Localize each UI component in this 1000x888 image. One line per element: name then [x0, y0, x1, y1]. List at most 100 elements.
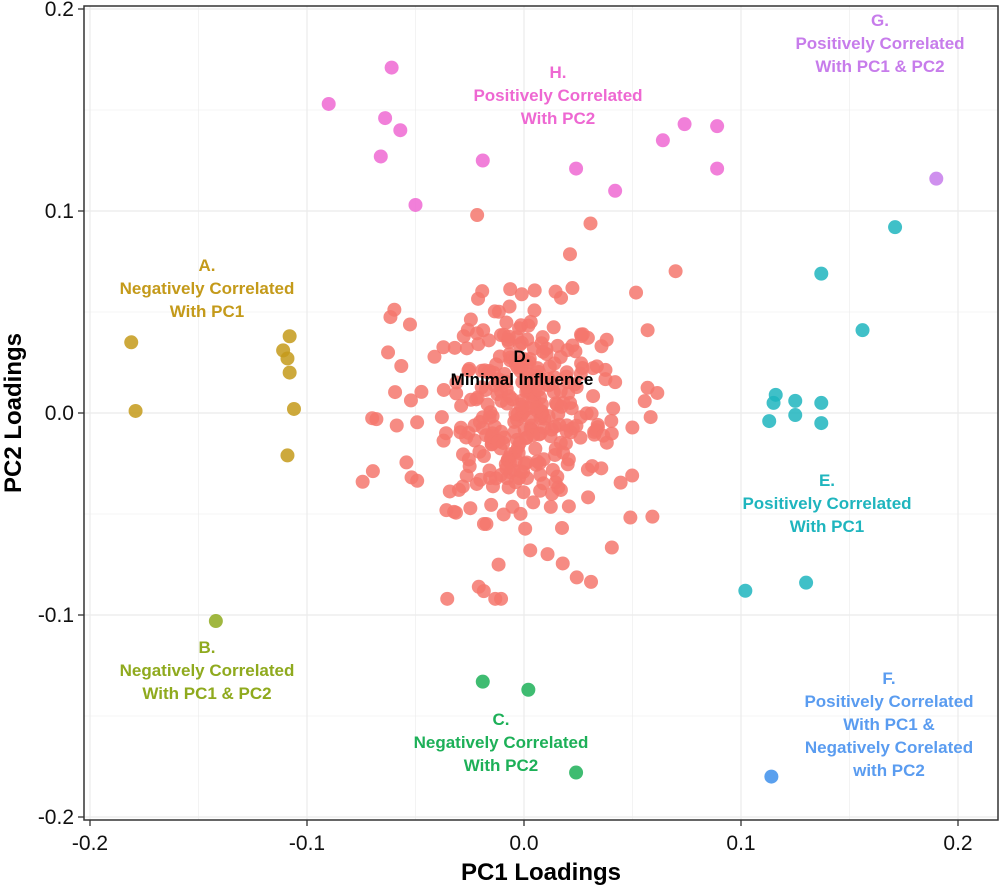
- data-point: [604, 413, 619, 428]
- y-tick-label: 0.0: [45, 402, 74, 425]
- data-point: [491, 304, 506, 319]
- data-point: [527, 303, 542, 318]
- data-point: [585, 459, 600, 474]
- data-point: [208, 614, 223, 629]
- annotation-label: F. Positively Correlated With PC1 & Negativ…: [804, 669, 973, 780]
- data-point: [393, 123, 408, 138]
- data-point: [569, 161, 584, 176]
- data-point: [280, 448, 295, 463]
- data-point: [476, 323, 491, 338]
- data-point: [463, 501, 478, 516]
- annotation-label: E. Positively Correlated With PC1: [742, 471, 911, 536]
- data-point: [637, 394, 652, 409]
- data-point: [482, 410, 497, 425]
- data-point: [553, 482, 568, 497]
- data-point: [710, 161, 725, 176]
- data-point: [536, 476, 551, 491]
- data-point: [559, 369, 574, 384]
- y-axis-title: PC2 Loadings: [0, 333, 27, 493]
- data-point: [540, 547, 555, 562]
- y-tick-label: 0.2: [45, 0, 74, 21]
- data-point: [543, 499, 558, 514]
- data-point: [547, 447, 562, 462]
- data-point: [522, 410, 537, 425]
- data-point: [888, 220, 903, 235]
- data-point: [321, 96, 336, 111]
- annotation-label: C. Negatively Correlated With PC2: [414, 710, 589, 775]
- data-point: [606, 401, 621, 416]
- annotation-label: D. Minimal Influence: [451, 347, 594, 389]
- data-point: [574, 327, 589, 342]
- data-point: [459, 341, 474, 356]
- data-point: [447, 340, 462, 355]
- data-point: [640, 323, 655, 338]
- x-axis-title: PC1 Loadings: [461, 859, 621, 886]
- data-point: [569, 765, 584, 780]
- data-point: [523, 314, 538, 329]
- data-point: [410, 415, 425, 430]
- data-point: [282, 329, 297, 344]
- data-point: [453, 420, 468, 435]
- annotations: A. Negatively Correlated With PC1 B. Negativ…: [120, 11, 974, 780]
- data-point: [512, 321, 527, 336]
- data-point: [403, 393, 418, 408]
- data-point: [475, 153, 490, 168]
- data-point: [451, 482, 466, 497]
- data-point: [456, 329, 471, 344]
- data-point: [573, 366, 588, 381]
- data-point: [814, 395, 829, 410]
- data-point: [645, 509, 660, 524]
- annotation-label: H. Positively Correlated With PC2: [473, 63, 642, 128]
- y-tick-label: -0.2: [38, 806, 74, 829]
- annotation-label: A. Negatively Correlated With PC1: [120, 256, 295, 321]
- data-point: [280, 351, 295, 366]
- data-point: [486, 365, 501, 380]
- data-point: [463, 312, 478, 327]
- data-point: [573, 430, 588, 445]
- data-point: [474, 380, 489, 395]
- x-tick-label: -0.2: [72, 832, 108, 855]
- data-point: [499, 461, 514, 476]
- data-point: [788, 393, 803, 408]
- data-point: [655, 133, 670, 148]
- data-point: [491, 434, 506, 449]
- x-tick-label: 0.2: [943, 832, 972, 855]
- data-point: [434, 410, 449, 425]
- data-point: [625, 468, 640, 483]
- data-point: [643, 410, 658, 425]
- data-point: [355, 474, 370, 489]
- data-point: [814, 266, 829, 281]
- data-point: [471, 291, 486, 306]
- data-point: [514, 287, 529, 302]
- data-point: [550, 469, 565, 484]
- data-point: [282, 365, 297, 380]
- data-point: [625, 420, 640, 435]
- data-point: [484, 497, 499, 512]
- data-point: [623, 510, 638, 525]
- data-point: [124, 335, 139, 350]
- data-points: [124, 60, 944, 784]
- data-point: [529, 457, 544, 472]
- data-point: [501, 480, 516, 495]
- data-point: [799, 575, 814, 590]
- data-point: [738, 583, 753, 598]
- data-point: [762, 414, 777, 429]
- y-tick-label: -0.1: [38, 604, 74, 627]
- data-point: [381, 345, 396, 360]
- data-point: [449, 386, 464, 401]
- data-point: [596, 428, 611, 443]
- data-point: [365, 464, 380, 479]
- data-point: [513, 464, 528, 479]
- data-point: [668, 264, 683, 279]
- data-point: [518, 521, 533, 536]
- data-point: [505, 499, 520, 514]
- data-point: [515, 400, 530, 415]
- data-point: [519, 431, 534, 446]
- data-point: [492, 349, 507, 364]
- data-point: [542, 359, 557, 374]
- data-point: [574, 356, 589, 371]
- data-point: [469, 392, 484, 407]
- data-point: [565, 281, 580, 296]
- axis-ticks: -0.2 -0.1 0.0 0.1 0.2 -0.2 -0.1 0.0 0.1 0.2: [38, 0, 973, 855]
- data-point: [459, 468, 474, 483]
